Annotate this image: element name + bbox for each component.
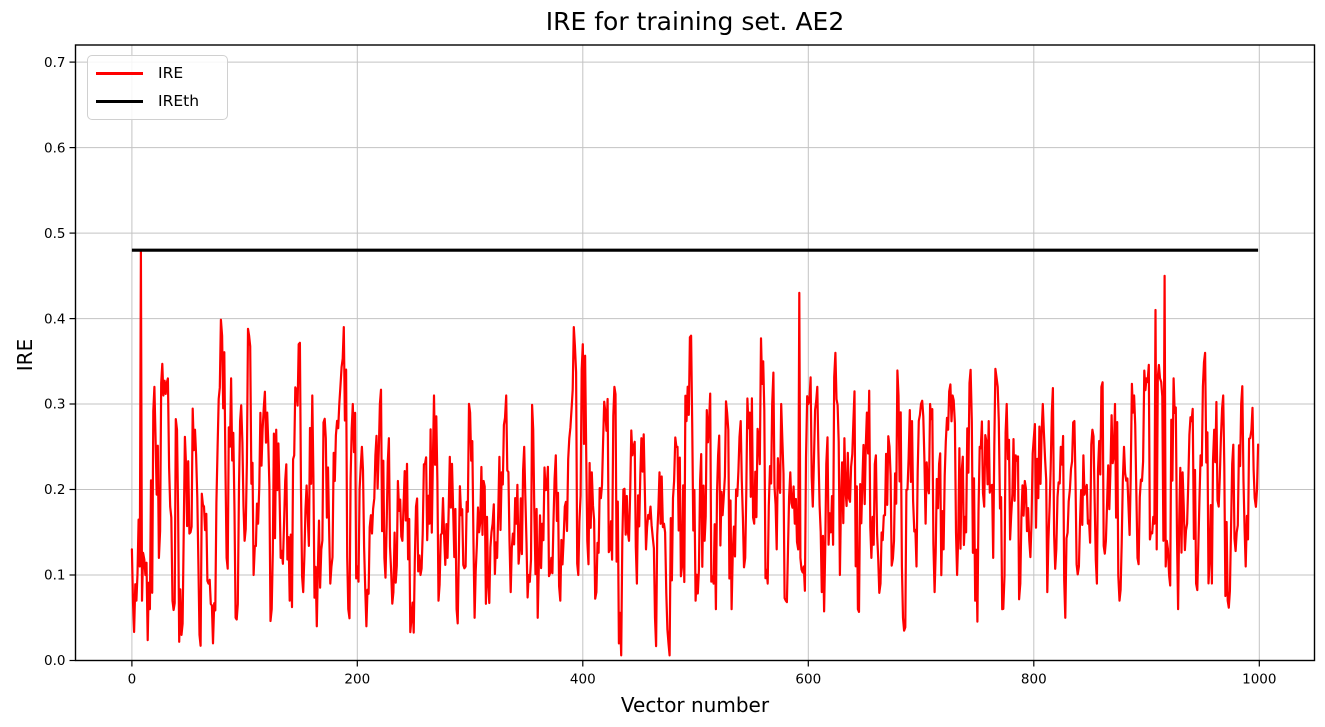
- svg-text:0.2: 0.2: [44, 482, 65, 498]
- svg-text:800: 800: [1021, 672, 1047, 688]
- legend-line-sample-ire: [96, 72, 143, 76]
- legend-line-sample-ireth: [96, 99, 143, 103]
- legend-label-ireth: IREth: [158, 91, 200, 110]
- legend-item-ireth: IREth: [96, 91, 217, 110]
- svg-text:0.0: 0.0: [44, 653, 65, 669]
- svg-text:400: 400: [570, 672, 596, 688]
- y-axis-label: IRE: [13, 338, 37, 372]
- svg-text:600: 600: [795, 672, 821, 688]
- legend-item-ire: IRE: [96, 64, 217, 82]
- x-axis-label: Vector number: [620, 693, 770, 717]
- svg-text:1000: 1000: [1242, 672, 1276, 688]
- svg-text:200: 200: [344, 672, 370, 688]
- svg-text:0.1: 0.1: [44, 568, 65, 584]
- svg-text:0.4: 0.4: [44, 311, 65, 327]
- legend-label-ire: IRE: [158, 64, 184, 82]
- chart-title: IRE for training set. AE2: [545, 7, 845, 36]
- svg-text:0.6: 0.6: [44, 140, 65, 156]
- svg-text:0.5: 0.5: [44, 226, 65, 242]
- svg-text:0.3: 0.3: [44, 397, 65, 413]
- legend: IRE IREth: [87, 55, 228, 120]
- svg-text:0: 0: [128, 672, 137, 688]
- svg-text:0.7: 0.7: [44, 55, 65, 71]
